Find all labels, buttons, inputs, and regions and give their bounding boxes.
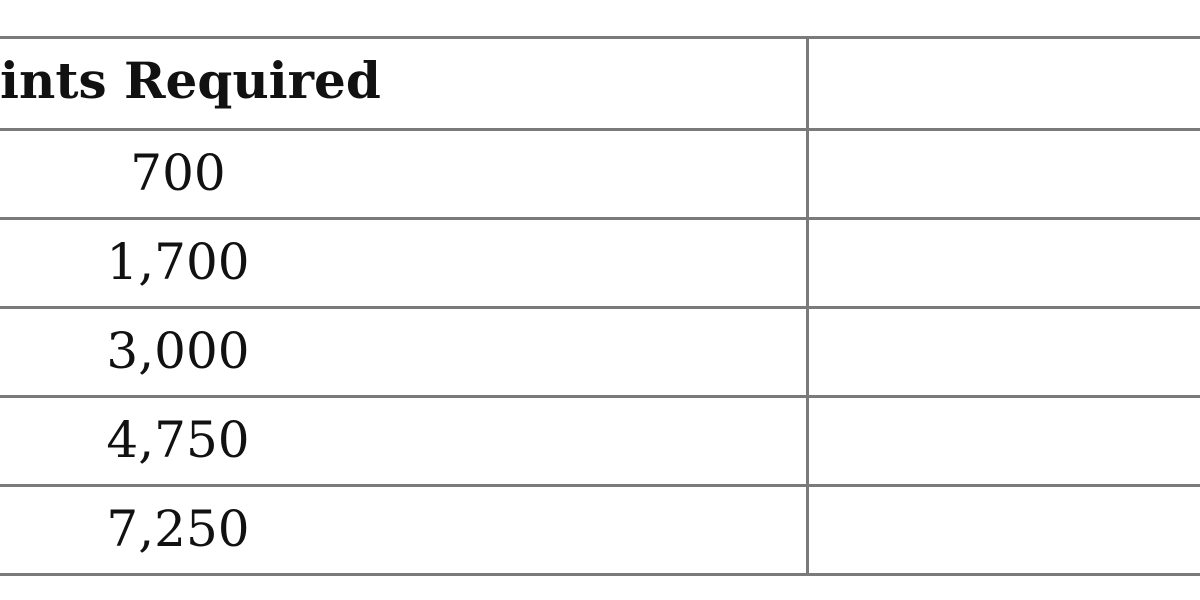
points-value: 7,250 [106, 500, 250, 558]
points-cell: 3,000 [0, 309, 809, 395]
header-cell-empty [809, 39, 1200, 128]
points-cell: 700 [0, 131, 809, 217]
table-row: 1,700 [0, 217, 1200, 306]
table-row: 3,000 [0, 306, 1200, 395]
empty-cell [809, 487, 1200, 573]
points-value: 1,700 [106, 233, 250, 291]
table-row: 4,750 [0, 395, 1200, 484]
table-header-row: ints Required [0, 36, 1200, 128]
points-cell: 7,250 [0, 487, 809, 573]
points-cell: 4,750 [0, 398, 809, 484]
table-row: 7,250 [0, 484, 1200, 576]
empty-cell [809, 220, 1200, 306]
points-cell: 1,700 [0, 220, 809, 306]
header-cell-points-required: ints Required [0, 39, 809, 128]
points-table: ints Required 700 1,700 3,000 4,750 7,25… [0, 36, 1200, 576]
header-label: ints Required [0, 51, 381, 110]
points-value: 3,000 [106, 322, 250, 380]
empty-cell [809, 309, 1200, 395]
empty-cell [809, 398, 1200, 484]
table-row: 700 [0, 128, 1200, 217]
points-value: 700 [130, 144, 226, 202]
points-value: 4,750 [106, 411, 250, 469]
empty-cell [809, 131, 1200, 217]
